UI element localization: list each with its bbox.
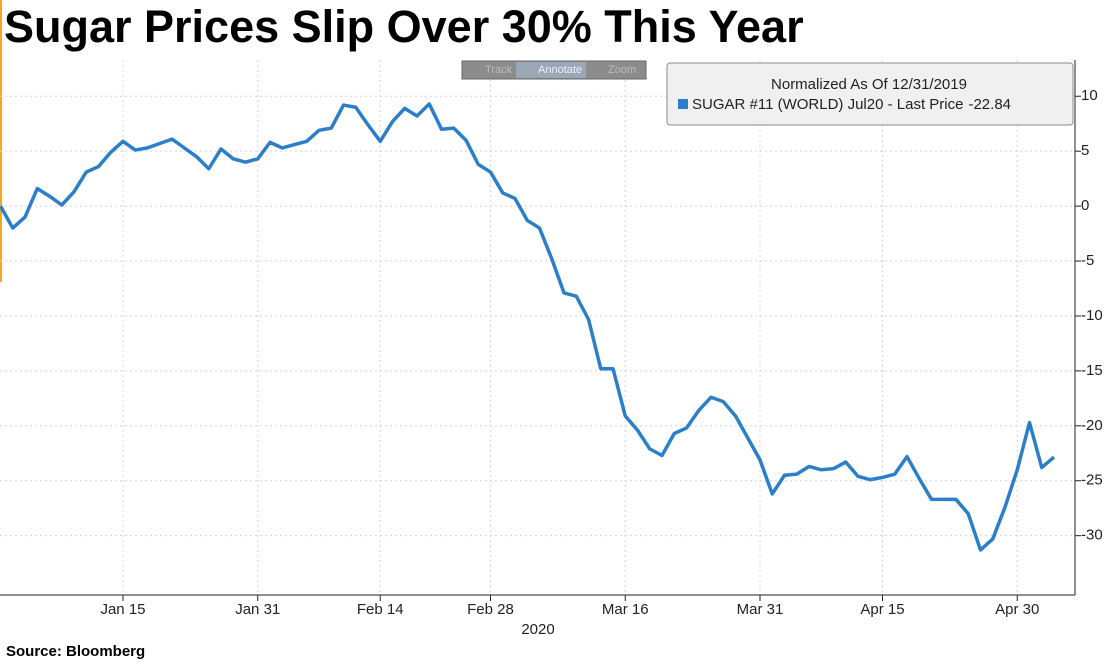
y-tick-label: -30	[1081, 527, 1103, 544]
series-line	[0, 102, 1056, 552]
legend-entry: SUGAR #11 (WORLD) Jul20 - Last Price -22.…	[692, 96, 1011, 113]
y-tick-label: -5	[1081, 252, 1094, 269]
y-tick-label: -20	[1081, 417, 1103, 434]
legend-last-value: -22.84	[968, 96, 1011, 113]
legend-swatch	[678, 99, 688, 109]
y-tick-label: -10	[1081, 307, 1103, 324]
legend-box	[666, 62, 1074, 126]
toolbar-button[interactable]: Track	[463, 62, 515, 78]
x-tick-label: Jan 15	[100, 601, 145, 618]
chart-title: Sugar Prices Slip Over 30% This Year	[4, 1, 804, 52]
toolbar-button-bg[interactable]	[586, 62, 638, 78]
legend-title: Normalized As Of 12/31/2019	[771, 76, 967, 93]
x-tick-label: Feb 14	[357, 601, 404, 618]
toolbar-button[interactable]: Zoom	[586, 62, 638, 78]
x-tick-label: Mar 31	[737, 601, 784, 618]
source: Source: Bloomberg	[6, 643, 145, 660]
y-tick-label: 0	[1081, 197, 1089, 214]
toolbar-button[interactable]: Annotate	[516, 62, 588, 78]
toolbar: Track Annotate Zoom	[461, 60, 647, 80]
x-axis-label: 2020	[521, 621, 554, 638]
y-tick-label: -15	[1081, 362, 1103, 379]
toolbar-button-label[interactable]: Track	[485, 64, 513, 76]
y-tick-label: 5	[1081, 142, 1089, 159]
toolbar-button-label[interactable]: Zoom	[608, 64, 636, 76]
x-tick-label: Feb 28	[467, 601, 514, 618]
x-tick-label: Apr 15	[860, 601, 904, 618]
toolbar-button-label[interactable]: Annotate	[538, 64, 582, 76]
x-tick-label: Jan 31	[235, 601, 280, 618]
legend-name: SUGAR #11 (WORLD) Jul20 - Last Price	[692, 96, 963, 113]
y-tick-label: -25	[1081, 472, 1103, 489]
toolbar-button-bg[interactable]	[516, 62, 588, 78]
x-tick-label: Mar 16	[602, 601, 649, 618]
legend: Normalized As Of 12/31/2019 SUGAR #11 (WO…	[666, 62, 1074, 126]
x-tick-label: Apr 30	[995, 601, 1039, 618]
y-tick-label: 10	[1081, 87, 1098, 104]
toolbar-button-bg[interactable]	[463, 62, 515, 78]
